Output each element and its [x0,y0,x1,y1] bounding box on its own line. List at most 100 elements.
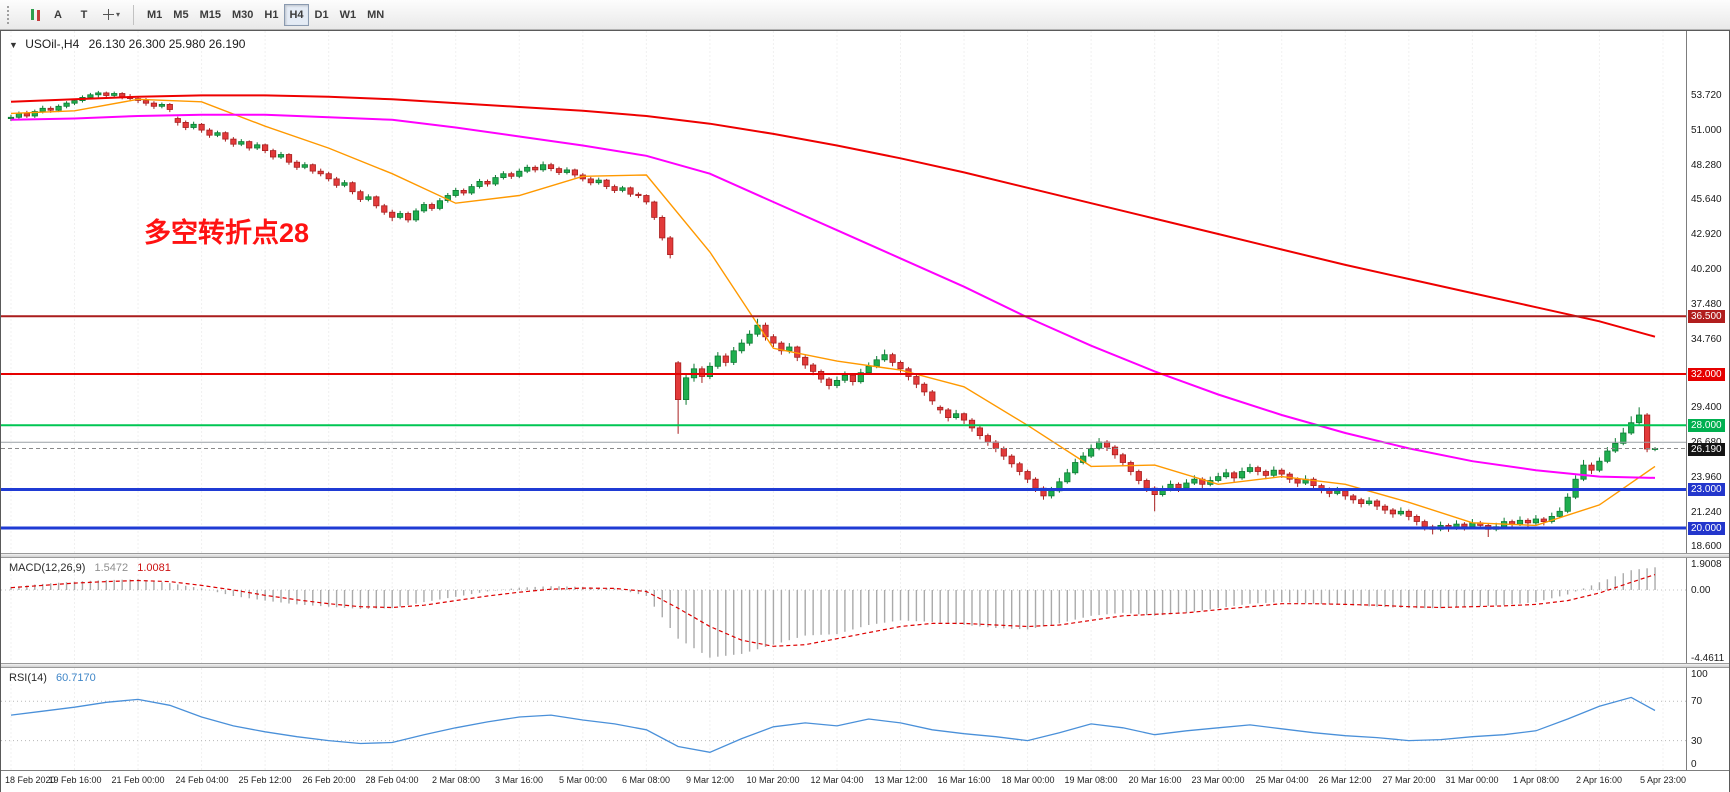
macd-label: MACD(12,26,9) 1.5472 1.0081 [9,562,171,574]
time-axis-label: 6 Mar 08:00 [621,775,671,785]
time-axis-label: 16 Mar 16:00 [937,775,991,785]
grid-layer [10,31,1664,553]
timeframe-button-mn[interactable]: MN [362,4,389,26]
time-axis-label: 26 Feb 20:00 [302,775,356,785]
toolbar-separator [133,4,135,25]
toolbar-grip[interactable] [7,5,13,24]
timeframe-button-d1[interactable]: D1 [310,4,334,26]
timeframe-button-m30[interactable]: M30 [227,4,258,26]
timeframe-button-h4[interactable]: H4 [284,3,309,26]
price-level-badge: 20.000 [1688,522,1725,535]
symbol-dropdown-icon[interactable]: ▼ [9,40,18,50]
current-price-badge: 26.190 [1688,443,1725,456]
time-axis-label: 23 Mar 00:00 [1191,775,1245,785]
panel-splitter-main-macd[interactable] [1,553,1729,558]
letter-t-button[interactable]: T [72,4,96,26]
time-axis-label: 28 Feb 04:00 [365,775,419,785]
macd-scale[interactable]: 1.9008 0.00 -4.4611 [1686,558,1729,664]
candles-layer [7,90,1659,537]
chart-annotation-text[interactable]: 多空转折点28 [144,218,310,248]
macd-panel: MACD(12,26,9) 1.5472 1.0081 1.9008 0.00 -4… [1,558,1729,664]
time-axis-label: 10 Mar 20:00 [746,775,800,785]
price-axis-label: 42.920 [1691,229,1722,240]
crosshair-icon [103,9,114,20]
chevron-down-icon: ▾ [116,10,121,19]
grid-layer [10,668,1664,770]
timeframe-group: M1 M5 M15 M30 H1 H4 D1 W1 MN [142,3,389,26]
toolbar: A T ▾ M1 M5 M15 M30 H1 H4 D1 W1 MN [0,0,1730,30]
rsi-scale-label: 70 [1691,696,1703,707]
time-axis-label: 2 Apr 16:00 [1575,775,1623,785]
time-axis-label: 26 Mar 12:00 [1318,775,1372,785]
macd-signal-value: 1.0081 [137,562,171,574]
price-axis-label: 23.960 [1691,472,1722,483]
time-axis-label: 25 Feb 12:00 [238,775,292,785]
timeframe-button-h1[interactable]: H1 [259,4,283,26]
macd-signal-line [10,574,1656,647]
time-axis-label: 1 Apr 08:00 [1512,775,1560,785]
time-axis-label: 27 Mar 20:00 [1382,775,1436,785]
rsi-line [10,696,1656,753]
rsi-scale-label: 30 [1691,736,1703,747]
price-axis-label: 34.760 [1691,334,1722,345]
time-axis-label: 18 Feb 2020 [5,775,56,785]
crosshair-button[interactable]: ▾ [98,4,125,26]
rsi-scale[interactable]: 100 70 30 0 [1686,668,1729,770]
macd-canvas[interactable] [1,558,1687,663]
candlestick-chart-icon [30,9,34,20]
time-axis-label: 21 Feb 00:00 [111,775,165,785]
chart-symbol-period: USOil-,H4 [25,37,80,51]
price-level-badge: 32.000 [1688,368,1725,381]
price-axis-label: 26.680 [1691,437,1722,448]
time-axis-label: 31 Mar 00:00 [1445,775,1499,785]
timeframe-button-m15[interactable]: M15 [195,4,226,26]
macd-histogram [10,567,1656,658]
price-axis-label: 40.200 [1691,264,1722,275]
time-axis[interactable]: 18 Feb 2020 19 Feb 16:00 21 Feb 00:00 24 Fe… [1,770,1729,792]
price-level-badge: 36.500 [1688,310,1725,323]
ma-mid-line [10,113,1656,479]
timeframe-button-m1[interactable]: M1 [142,4,167,26]
time-axis-label: 13 Mar 12:00 [874,775,928,785]
main-chart-canvas[interactable] [1,31,1687,553]
time-axis-label: 18 Mar 00:00 [1001,775,1055,785]
time-axis-label: 19 Mar 08:00 [1064,775,1118,785]
time-axis-label: 2 Mar 08:00 [431,775,481,785]
price-scale[interactable]: 53.720 51.000 48.280 45.640 42.920 40.200 37.4… [1686,31,1729,553]
time-axis-label: 20 Mar 16:00 [1128,775,1182,785]
rsi-value: 60.7170 [55,672,96,684]
letter-a-button[interactable]: A [46,4,70,26]
price-level-badge: 23.000 [1688,483,1725,496]
rsi-canvas[interactable] [1,668,1687,770]
rsi-scale-label: 100 [1691,669,1708,680]
macd-name: MACD(12,26,9) [9,562,86,574]
macd-scale-label: -4.4611 [1691,653,1725,664]
rsi-panel: RSI(14) 60.7170 100 70 30 0 [1,668,1729,770]
time-axis-label: 19 Feb 16:00 [48,775,102,785]
chart-title: ▼ USOil-,H4 26.130 26.300 25.980 26.190 [9,37,245,51]
macd-main-value: 1.5472 [94,562,129,574]
price-axis-label: 53.720 [1691,90,1722,101]
chart-ohlc-values: 26.130 26.300 25.980 26.190 [88,37,246,51]
horizontal-lines-layer [1,315,1687,530]
time-axis-label: 24 Feb 04:00 [175,775,229,785]
rsi-label: RSI(14) 60.7170 [9,672,96,684]
timeframe-button-m5[interactable]: M5 [168,4,193,26]
panel-splitter-macd-rsi[interactable] [1,663,1729,668]
macd-scale-label: 1.9008 [1691,559,1722,570]
price-axis-label: 51.000 [1691,125,1722,136]
candlestick-chart-button[interactable] [20,4,44,26]
price-axis-label: 29.400 [1691,402,1722,413]
time-axis-label: 12 Mar 04:00 [810,775,864,785]
time-axis-label: 9 Mar 12:00 [685,775,735,785]
chart-window: ▼ USOil-,H4 26.130 26.300 25.980 26.190 … [0,30,1730,792]
price-axis-label: 18.600 [1691,541,1722,552]
ma-fast-line [10,98,1656,527]
macd-scale-label: 0.00 [1691,585,1711,596]
time-axis-label: 5 Apr 23:00 [1639,775,1687,785]
rsi-scale-label: 0 [1691,759,1697,770]
timeframe-button-w1[interactable]: W1 [335,4,362,26]
moving-averages-layer [10,94,1656,527]
price-axis-label: 37.480 [1691,299,1722,310]
